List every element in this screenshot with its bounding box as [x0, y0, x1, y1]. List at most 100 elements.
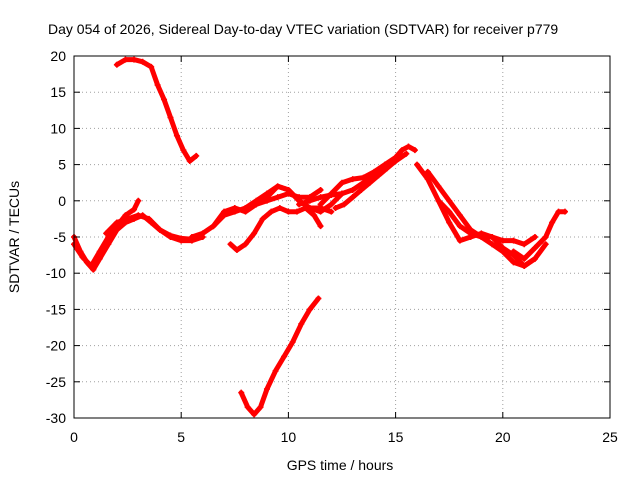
- axis-ticks: 0 5 10 15 20 25 20 15 10 5 0 -5 -10 -15 -20 -25 -30: [46, 48, 618, 445]
- data-point: [332, 205, 339, 212]
- data-point: [180, 147, 187, 154]
- data-point: [79, 254, 86, 261]
- data-point: [467, 230, 474, 237]
- data-point: [281, 353, 288, 360]
- data-point: [244, 404, 251, 411]
- series-arc-7: [228, 205, 324, 253]
- data-point: [392, 157, 399, 164]
- data-point: [122, 56, 129, 63]
- data-point: [167, 114, 174, 121]
- data-point: [188, 234, 195, 240]
- data-point: [298, 320, 305, 327]
- data-point: [105, 234, 112, 240]
- data-point: [263, 386, 270, 393]
- data-point: [371, 168, 378, 175]
- y-tick-label: -30: [46, 410, 66, 426]
- data-point: [131, 56, 138, 63]
- data-point: [405, 143, 412, 150]
- data-point: [167, 234, 174, 240]
- data-point: [161, 96, 168, 103]
- y-tick-label: 20: [50, 48, 66, 64]
- data-point: [510, 237, 517, 244]
- data-point: [403, 150, 410, 157]
- data-point: [251, 411, 258, 418]
- data-point: [366, 179, 373, 186]
- data-point: [315, 295, 322, 302]
- data-point: [274, 194, 281, 201]
- y-tick-label: 10: [50, 120, 66, 136]
- data-point: [317, 186, 324, 193]
- data-point: [274, 183, 281, 190]
- data-point: [542, 241, 549, 248]
- data-point: [263, 190, 270, 197]
- y-tick-label: 15: [50, 84, 66, 100]
- data-point: [456, 223, 463, 230]
- data-point: [360, 174, 367, 181]
- data-point: [339, 179, 345, 186]
- x-tick-label: 10: [281, 429, 297, 445]
- data-point: [306, 306, 313, 313]
- data-point: [96, 248, 103, 255]
- data-point: [251, 230, 258, 237]
- data-point: [489, 234, 496, 240]
- data-point: [103, 230, 110, 237]
- data-point: [424, 168, 431, 175]
- data-point: [381, 161, 388, 168]
- data-point: [311, 212, 318, 219]
- data-point: [139, 58, 146, 65]
- data-point: [349, 194, 356, 201]
- series-arc-14: [436, 198, 538, 247]
- data-point: [375, 172, 382, 179]
- data-point: [446, 219, 453, 226]
- data-point: [173, 132, 180, 139]
- data-point: [414, 161, 421, 168]
- data-point: [489, 241, 496, 248]
- data-point: [499, 237, 506, 244]
- data-point: [510, 248, 517, 255]
- series-arc-16: [238, 296, 321, 417]
- data-point: [199, 230, 206, 237]
- data-point: [135, 212, 142, 219]
- y-tick-label: -10: [46, 265, 66, 281]
- data-point: [135, 197, 142, 204]
- data-point: [542, 234, 549, 240]
- data-point: [285, 186, 292, 193]
- data-point: [349, 176, 356, 183]
- data-point: [242, 205, 249, 212]
- y-tick-label: -25: [46, 374, 66, 390]
- data-point: [446, 208, 453, 215]
- x-tick-label: 15: [388, 429, 404, 445]
- x-tick-label: 25: [602, 429, 618, 445]
- y-tick-label: -5: [54, 229, 67, 245]
- data-point: [186, 157, 193, 164]
- data-point: [124, 215, 131, 222]
- y-tick-label: -15: [46, 301, 66, 317]
- data-point: [193, 152, 200, 159]
- data-point: [456, 212, 463, 219]
- data-point: [238, 389, 245, 396]
- data-point: [549, 219, 556, 226]
- x-axis-label: GPS time / hours: [287, 457, 394, 473]
- data-point: [113, 61, 120, 68]
- data-point: [358, 186, 365, 193]
- data-point: [154, 81, 161, 88]
- x-tick-label: 5: [177, 429, 185, 445]
- y-axis-label: SDTVAR / TECUs: [6, 181, 22, 293]
- data-point: [435, 197, 442, 204]
- data-point: [156, 226, 163, 233]
- data-point: [328, 208, 335, 215]
- data-point: [221, 208, 228, 215]
- data-point: [360, 179, 367, 186]
- data-point: [113, 219, 120, 226]
- data-point: [478, 234, 485, 240]
- series-arc-1: [114, 57, 199, 164]
- data-point: [146, 215, 153, 222]
- data-point: [531, 234, 538, 240]
- data-point: [227, 241, 234, 248]
- data-point: [257, 404, 264, 411]
- data-point: [131, 206, 138, 213]
- series-arc-8: [243, 183, 345, 215]
- data-point: [499, 248, 506, 255]
- data-point: [148, 63, 155, 70]
